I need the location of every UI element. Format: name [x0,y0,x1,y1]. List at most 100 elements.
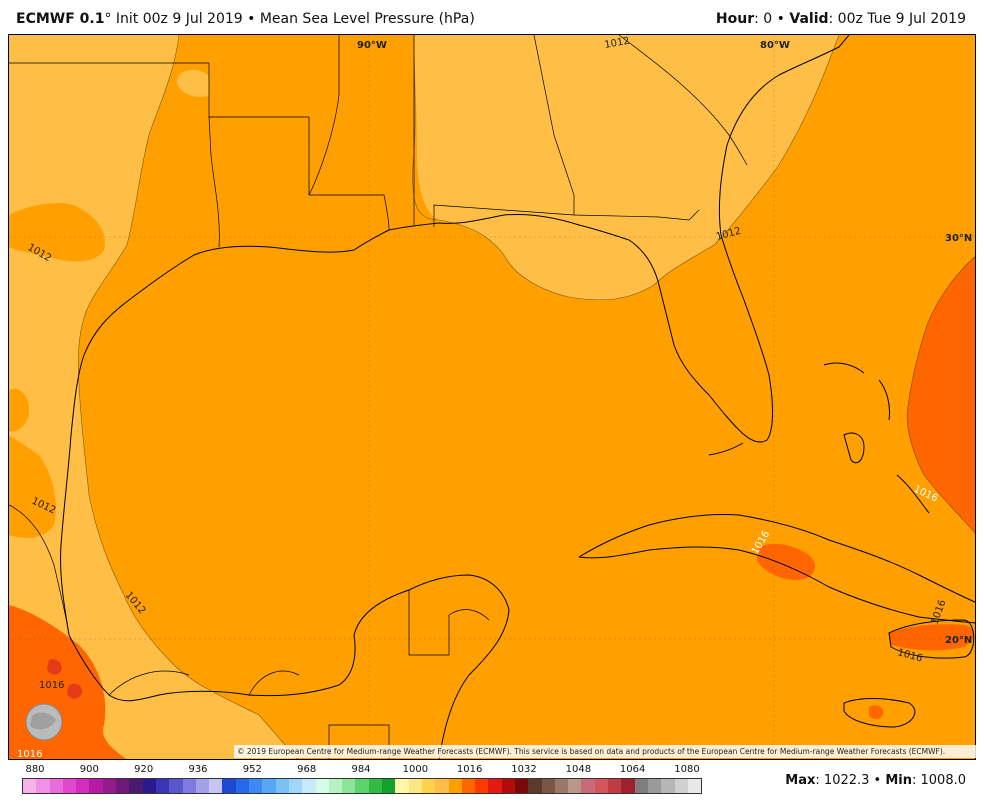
legend-tick-label: 1080 [674,764,700,775]
coast-cuba [578,514,975,603]
legend-tick-label: 920 [134,764,154,775]
band-1020-spot1 [47,659,62,675]
legend-swatch [302,779,316,793]
legend-tick-label: 1016 [456,764,483,775]
legend-tick-label: 968 [297,764,317,775]
grid-label-20n: 20°N [945,635,972,646]
coast-bahamas-2 [823,362,865,374]
legend-swatch [608,779,622,793]
legend-swatch [554,779,569,793]
legend-swatch [49,779,63,793]
hour-value: : 0 • [754,11,790,27]
legend-colorbar [22,778,702,794]
max-min-stats: Max: 1022.3 • Min: 1008.0 [785,773,966,788]
legend-swatch [262,779,276,793]
grid-label-30n: 30°N [945,233,972,244]
band-1008-1012-pocket [177,69,215,97]
legend-labels: 880 900 920 936 952 968 984 1000 1016 1032 1048 106… [22,764,702,778]
legend-swatch [116,779,130,793]
legend-tick-label: 1048 [565,764,592,775]
legend-swatch [249,779,263,793]
grid-label-80w: 80°W [760,40,790,51]
coast-cuba-south [578,546,975,624]
legend-swatch [288,779,303,793]
legend-swatch [222,779,236,793]
coast-keys [708,442,744,456]
legend-swatch [661,779,675,793]
legend-swatch [342,779,356,793]
legend-swatch [36,779,50,793]
legend-swatch [501,779,515,793]
border-al-ga [533,35,575,215]
legend-tick-label: 1064 [619,764,646,775]
legend-swatch [581,779,595,793]
legend-swatch [129,779,143,793]
band-1012-1016-mississippi [208,35,416,258]
legend-swatch [448,779,462,793]
coastlines [60,35,975,759]
legend-tick-label: 1000 [402,764,429,775]
grid-label-90w: 90°W [357,40,387,51]
legend-swatch [647,779,662,793]
legend-swatch [89,779,103,793]
coast-gulf [60,35,850,636]
border-mx-gt [328,724,390,759]
border-fl-al-ga [433,204,700,227]
legend-swatch [435,779,449,793]
max-value: : 1022.3 • [815,773,886,788]
border-us-mx [9,504,70,636]
legend-swatch [528,779,542,793]
legend-swatch [408,779,422,793]
coast-bahamas-3 [878,379,890,421]
legend-swatch [328,779,343,793]
legend-swatch [169,779,183,793]
legend-swatch [195,779,210,793]
legend-tick-label: 900 [79,764,99,775]
legend: 880 900 920 936 952 968 984 1000 1016 1032 1048 106… [22,764,702,794]
min-value: : 1008.0 [912,773,966,788]
legend-tick-label: 952 [242,764,262,775]
coast-mexico [68,574,510,759]
coast-bahamas-1 [843,432,865,464]
copyright-notice: © 2019 European Centre for Medium-range … [234,745,977,758]
map-svg: 90°W 80°W 30°N 20°N 1012 1012 1012 1012 … [9,35,975,760]
contour-label-1016-mexico: 1016 [39,680,64,691]
weatherbell-logo [25,703,63,741]
legend-swatch [235,779,250,793]
coast-bahamas-4 [896,474,930,514]
legend-swatch [594,779,609,793]
legend-swatch [382,779,396,793]
hour-label: Hour [715,11,755,27]
legend-tick-label: 936 [188,764,208,775]
legend-swatch [621,779,635,793]
band-1016-1020-mexico2 [39,639,58,661]
legend-swatch [62,779,77,793]
legend-swatch [568,779,582,793]
legend-swatch [355,779,369,793]
legend-swatch [209,779,223,793]
legend-swatch [23,779,37,793]
legend-tick-label: 1032 [511,764,537,775]
legend-swatch [687,779,702,793]
valid-label: Valid [789,11,829,27]
legend-tick-label: 880 [25,764,45,775]
map-title: ECMWF 0.1° Init 00z 9 Jul 2019 • Mean Se… [16,11,475,27]
band-1012-1016-texas-island2 [9,388,30,432]
valid-value: : 00z Tue 9 Jul 2019 [828,11,966,27]
legend-swatch [76,779,90,793]
max-label: Max [785,773,816,788]
legend-swatch [475,779,489,793]
legend-swatch [142,779,156,793]
coast-jamaica [843,698,916,728]
band-1012-1016-texas-island [9,203,105,262]
band-1020-spot2 [67,683,83,699]
legend-swatch [315,779,329,793]
legend-swatch [674,779,688,793]
min-label: Min [885,773,912,788]
band-1016-1020-cuba [757,543,816,580]
header: ECMWF 0.1° Init 00z 9 Jul 2019 • Mean Se… [0,0,984,34]
legend-swatch [182,779,196,793]
legend-swatch [514,779,529,793]
legend-swatch [275,779,289,793]
contour-label-1016-sw: 1016 [17,749,42,760]
